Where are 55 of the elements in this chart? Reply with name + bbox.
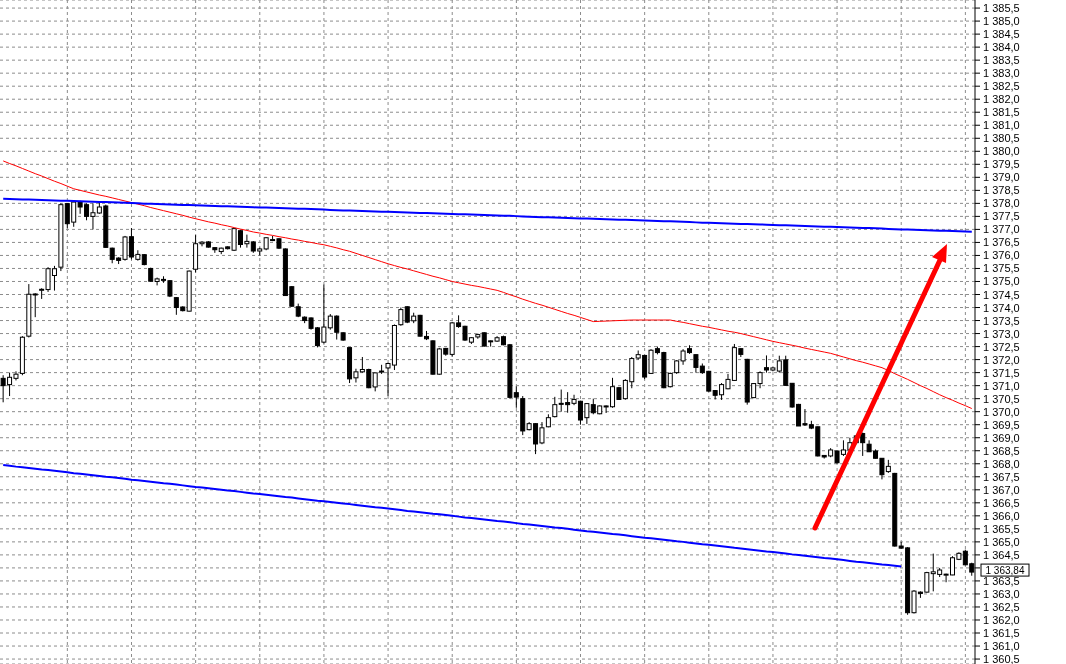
y-tick-label: 1 367,5 [983,470,1020,483]
y-tick-label: 1 363,0 [983,587,1020,600]
y-tick-label: 1 361,0 [983,640,1020,653]
line-series [2,160,973,410]
y-tick-label: 1 369,0 [983,431,1020,444]
y-tick-label: 1 377,5 [983,210,1020,223]
candlestick [32,292,38,318]
y-tick-label: 1 384,0 [983,41,1020,54]
y-tick-label: 1 382,5 [983,80,1020,93]
y-tick-label: 1 375,0 [983,275,1020,288]
y-tick-label: 1 372,0 [983,353,1020,366]
y-tick-label: 1 382,0 [983,93,1020,106]
y-tick-label: 1 376,5 [983,236,1020,249]
y-tick-label: 1 378,0 [983,197,1020,210]
y-tick-label: 1 383,5 [983,54,1020,67]
y-tick-label: 1 364,5 [983,548,1020,561]
y-tick-label: 1 374,0 [983,301,1020,314]
y-tick-label: 1 371,0 [983,379,1020,392]
line-series [2,197,973,233]
y-tick-label: 1 370,0 [983,405,1020,418]
y-tick-label: 1 363,5 [983,574,1020,587]
y-tick-label: 1 365,0 [983,535,1020,548]
y-tick-label: 1 368,5 [983,444,1020,457]
y-tick-label: 1 385,5 [983,2,1020,15]
y-tick-label: 1 362,0 [983,613,1020,626]
y-tick-label: 1 365,5 [983,522,1020,535]
y-tick-label: 1 380,5 [983,132,1020,145]
y-tick-label: 1 372,5 [983,340,1020,353]
y-tick-label: 1 378,5 [983,184,1020,197]
y-tick-label: 1 377,0 [983,223,1020,236]
y-tick-label: 1 376,0 [983,249,1020,262]
y-tick-label: 1 379,0 [983,171,1020,184]
y-tick-label: 1 371,5 [983,366,1020,379]
y-tick-label: 1 375,5 [983,262,1020,275]
y-tick-label: 1 380,0 [983,145,1020,158]
y-tick-label: 1 373,5 [983,314,1020,327]
text: 1 363,84 [985,565,1025,577]
y-tick-label: 1 361,5 [983,627,1020,640]
y-tick-label: 1 366,0 [983,509,1020,522]
y-tick-label: 1 367,0 [983,483,1020,496]
y-tick-label: 1 381,5 [983,106,1020,119]
y-tick-label: 1 379,5 [983,158,1020,171]
y-tick-label: 1 384,5 [983,28,1020,41]
y-tick-label: 1 366,5 [983,496,1020,509]
y-tick-label: 1 369,5 [983,418,1020,431]
y-tick-label: 1 368,0 [983,457,1020,470]
y-tick-label: 1 381,0 [983,119,1020,132]
y-tick-label: 1 362,5 [983,600,1020,613]
y-tick-label: 1 373,0 [983,327,1020,340]
y-tick-label: 1 370,5 [983,392,1020,405]
line-series [2,464,903,568]
y-tick-label: 1 360,5 [983,653,1020,664]
y-tick-label: 1 383,0 [983,67,1020,80]
y-tick-label: 1 374,5 [983,288,1020,301]
y-tick-label: 1 385,0 [983,15,1020,28]
